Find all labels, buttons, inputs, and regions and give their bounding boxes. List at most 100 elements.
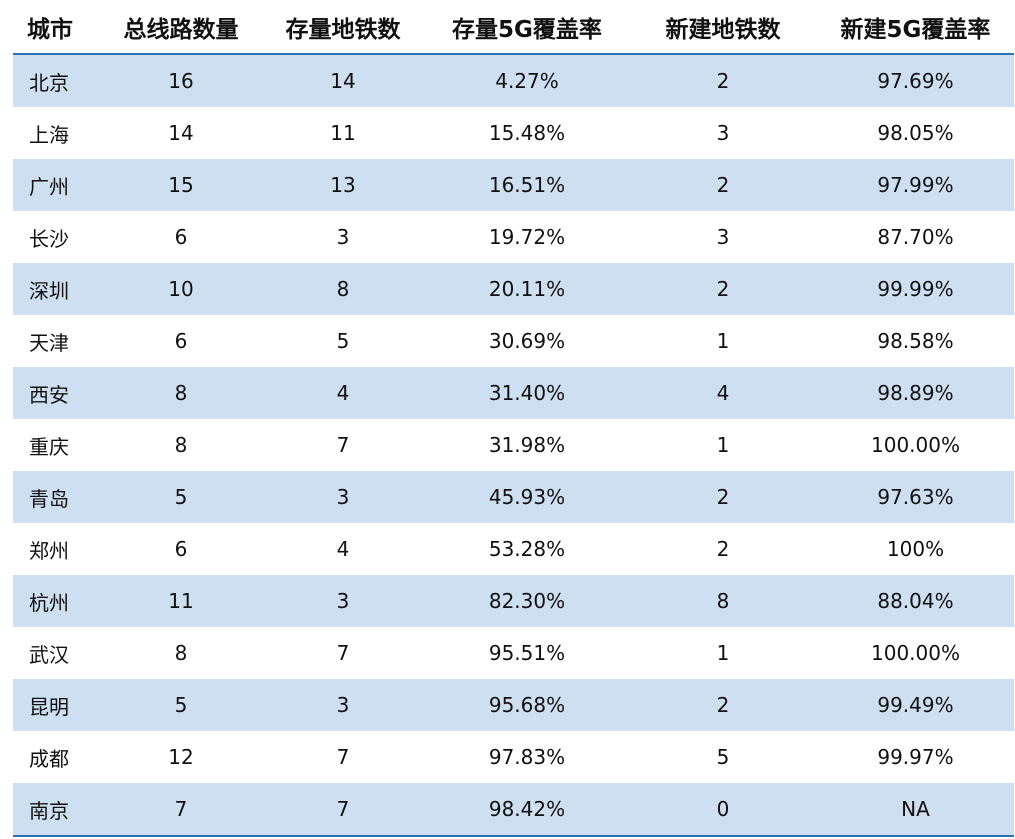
cell-existing-5g-coverage: 82.30% [425, 575, 629, 627]
cell-existing-metro: 7 [261, 419, 425, 471]
column-header-total-lines: 总线路数量 [101, 0, 261, 55]
column-header-existing-5g-coverage: 存量5G覆盖率 [425, 0, 629, 55]
table-row: 武汉 8 7 95.51% 1 100.00% [13, 627, 1014, 679]
cell-new-metro: 2 [629, 159, 817, 211]
cell-total-lines: 8 [101, 367, 261, 419]
cell-new-5g-coverage: NA [817, 783, 1014, 837]
cell-city: 郑州 [13, 523, 101, 575]
cell-new-metro: 2 [629, 471, 817, 523]
table-body: 北京 16 14 4.27% 2 97.69% 上海 14 11 15.48% 3 98.05% 广州 1… [13, 54, 1014, 837]
cell-new-5g-coverage: 100% [817, 523, 1014, 575]
cell-city: 广州 [13, 159, 101, 211]
cell-new-metro: 8 [629, 575, 817, 627]
cell-new-5g-coverage: 98.89% [817, 367, 1014, 419]
cell-existing-metro: 14 [261, 54, 425, 107]
cell-existing-5g-coverage: 30.69% [425, 315, 629, 367]
cell-city: 天津 [13, 315, 101, 367]
table-row: 南京 7 7 98.42% 0 NA [13, 783, 1014, 837]
table-row: 天津 6 5 30.69% 1 98.58% [13, 315, 1014, 367]
cell-existing-metro: 3 [261, 211, 425, 263]
cell-new-metro: 5 [629, 731, 817, 783]
cell-existing-5g-coverage: 19.72% [425, 211, 629, 263]
cell-new-5g-coverage: 100.00% [817, 419, 1014, 471]
table-row: 重庆 8 7 31.98% 1 100.00% [13, 419, 1014, 471]
cell-total-lines: 14 [101, 107, 261, 159]
cell-new-5g-coverage: 99.49% [817, 679, 1014, 731]
coverage-table: 城市 总线路数量 存量地铁数 存量5G覆盖率 新建地铁数 新建5G覆盖率 北京 16 14 4.… [13, 0, 1014, 837]
table-row: 郑州 6 4 53.28% 2 100% [13, 523, 1014, 575]
cell-new-5g-coverage: 97.99% [817, 159, 1014, 211]
cell-city: 重庆 [13, 419, 101, 471]
column-header-city: 城市 [13, 0, 101, 55]
table-row: 成都 12 7 97.83% 5 99.97% [13, 731, 1014, 783]
cell-existing-5g-coverage: 15.48% [425, 107, 629, 159]
table-row: 昆明 5 3 95.68% 2 99.49% [13, 679, 1014, 731]
cell-city: 成都 [13, 731, 101, 783]
cell-existing-5g-coverage: 16.51% [425, 159, 629, 211]
cell-total-lines: 5 [101, 471, 261, 523]
cell-existing-5g-coverage: 31.40% [425, 367, 629, 419]
cell-city: 北京 [13, 54, 101, 107]
cell-existing-5g-coverage: 97.83% [425, 731, 629, 783]
cell-existing-5g-coverage: 45.93% [425, 471, 629, 523]
cell-existing-5g-coverage: 31.98% [425, 419, 629, 471]
cell-new-5g-coverage: 97.69% [817, 54, 1014, 107]
cell-new-metro: 1 [629, 419, 817, 471]
table-row: 深圳 10 8 20.11% 2 99.99% [13, 263, 1014, 315]
cell-existing-5g-coverage: 98.42% [425, 783, 629, 837]
cell-city: 西安 [13, 367, 101, 419]
cell-existing-5g-coverage: 4.27% [425, 54, 629, 107]
cell-existing-5g-coverage: 20.11% [425, 263, 629, 315]
cell-new-metro: 0 [629, 783, 817, 837]
cell-existing-5g-coverage: 95.51% [425, 627, 629, 679]
cell-new-5g-coverage: 88.04% [817, 575, 1014, 627]
cell-existing-metro: 7 [261, 627, 425, 679]
column-header-new-5g-coverage: 新建5G覆盖率 [817, 0, 1014, 55]
cell-existing-metro: 11 [261, 107, 425, 159]
cell-existing-metro: 7 [261, 783, 425, 837]
cell-city: 长沙 [13, 211, 101, 263]
cell-existing-metro: 3 [261, 679, 425, 731]
cell-existing-metro: 13 [261, 159, 425, 211]
table-row: 上海 14 11 15.48% 3 98.05% [13, 107, 1014, 159]
cell-new-metro: 3 [629, 211, 817, 263]
cell-total-lines: 11 [101, 575, 261, 627]
coverage-table-container: 城市 总线路数量 存量地铁数 存量5G覆盖率 新建地铁数 新建5G覆盖率 北京 16 14 4.… [13, 0, 1014, 837]
cell-total-lines: 8 [101, 627, 261, 679]
cell-city: 武汉 [13, 627, 101, 679]
table-row: 青岛 5 3 45.93% 2 97.63% [13, 471, 1014, 523]
table-row: 长沙 6 3 19.72% 3 87.70% [13, 211, 1014, 263]
cell-total-lines: 15 [101, 159, 261, 211]
cell-new-5g-coverage: 87.70% [817, 211, 1014, 263]
cell-new-metro: 2 [629, 523, 817, 575]
cell-existing-metro: 4 [261, 367, 425, 419]
table-row: 北京 16 14 4.27% 2 97.69% [13, 54, 1014, 107]
cell-new-5g-coverage: 99.99% [817, 263, 1014, 315]
cell-existing-metro: 3 [261, 471, 425, 523]
cell-total-lines: 5 [101, 679, 261, 731]
cell-new-metro: 2 [629, 263, 817, 315]
cell-total-lines: 16 [101, 54, 261, 107]
cell-existing-5g-coverage: 95.68% [425, 679, 629, 731]
cell-existing-5g-coverage: 53.28% [425, 523, 629, 575]
cell-new-metro: 2 [629, 679, 817, 731]
cell-new-5g-coverage: 98.58% [817, 315, 1014, 367]
cell-existing-metro: 3 [261, 575, 425, 627]
table-header: 城市 总线路数量 存量地铁数 存量5G覆盖率 新建地铁数 新建5G覆盖率 [13, 0, 1014, 55]
cell-city: 杭州 [13, 575, 101, 627]
table-row: 西安 8 4 31.40% 4 98.89% [13, 367, 1014, 419]
table-row: 杭州 11 3 82.30% 8 88.04% [13, 575, 1014, 627]
cell-city: 南京 [13, 783, 101, 837]
column-header-new-metro: 新建地铁数 [629, 0, 817, 55]
cell-new-5g-coverage: 97.63% [817, 471, 1014, 523]
cell-city: 深圳 [13, 263, 101, 315]
cell-new-metro: 1 [629, 315, 817, 367]
cell-new-5g-coverage: 98.05% [817, 107, 1014, 159]
cell-new-metro: 2 [629, 54, 817, 107]
table-row: 广州 15 13 16.51% 2 97.99% [13, 159, 1014, 211]
cell-city: 青岛 [13, 471, 101, 523]
cell-existing-metro: 5 [261, 315, 425, 367]
cell-new-5g-coverage: 100.00% [817, 627, 1014, 679]
cell-new-5g-coverage: 99.97% [817, 731, 1014, 783]
cell-city: 昆明 [13, 679, 101, 731]
